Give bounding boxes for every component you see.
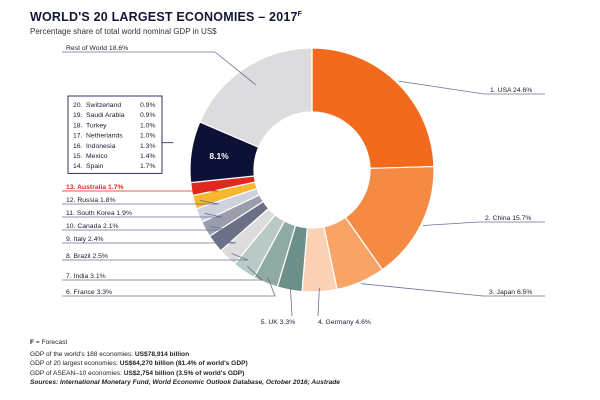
leader-line-canada	[62, 226, 229, 231]
group-item-value-mexico: 1.4%	[140, 153, 156, 160]
leader-line-south-korea	[62, 212, 223, 218]
group-item-rank-netherlands: 17.	[73, 133, 83, 140]
group-item-name-spain: Spain	[86, 163, 104, 170]
group-item-value-netherlands: 1.0%	[140, 133, 156, 140]
leader-line-brazil	[62, 253, 249, 261]
slice-label-china: 2. China 15.7%	[485, 215, 531, 222]
group-item-rank-turkey: 18.	[73, 122, 83, 129]
group-item-value-saudi-arabia: 0.9%	[140, 112, 156, 119]
group-item-rank-switzerland: 20.	[73, 102, 83, 109]
leader-line-australia	[62, 187, 219, 192]
asean-gdp-note: GDP of ASEAN–10 economies: US$2,754 bill…	[30, 369, 245, 377]
group-item-name-saudi-arabia: Saudi Arabia	[86, 112, 125, 119]
donut-slice-china	[344, 165, 435, 271]
slice-label-germany: 4. Germany 4.6%	[318, 319, 371, 326]
slice-label-russia: 12. Russia 1.8%	[66, 197, 116, 204]
leader-line-italy	[62, 239, 237, 244]
leader-line-rest-of-world	[62, 51, 257, 86]
leader-line-usa	[398, 80, 545, 95]
group-item-name-indonesia: Indonesia	[86, 143, 116, 150]
group-legend-box	[67, 95, 163, 174]
group-item-value-switzerland: 0.9%	[140, 102, 156, 109]
slice-label-brazil: 8. Brazil 2.5%	[66, 253, 108, 260]
slice-label-rest-of-world: Rest of World 18.6%	[66, 45, 128, 52]
top20-gdp-note: GDP of 20 largest economies: US$64,270 b…	[30, 360, 248, 368]
leader-line-india	[62, 265, 264, 281]
chart-subtitle: Percentage share of total world nominal …	[30, 27, 217, 36]
slice-label-france: 6. France 3.3%	[66, 289, 112, 296]
group-item-name-turkey: Turkey	[86, 122, 107, 129]
leader-line-japan	[361, 283, 545, 297]
leader-line-france	[62, 277, 276, 297]
group-item-value-spain: 1.7%	[140, 163, 156, 170]
slice-label-usa: 1. USA 24.6%	[490, 87, 532, 94]
chart-title: WORLD'S 20 LARGEST ECONOMIES – 2017F	[30, 10, 303, 24]
donut-slice-rest-of-world	[199, 47, 313, 148]
sources-note: Sources: International Monetary Fund, Wo…	[30, 378, 340, 386]
slice-label-uk: 5. UK 3.3%	[261, 319, 295, 326]
group-slice-value-label: 8.1%	[209, 151, 229, 161]
group-item-value-turkey: 1.0%	[140, 122, 156, 129]
group-item-name-switzerland: Switzerland	[86, 102, 121, 109]
footer-notes: F = Forecast GDP of the world's 188 econ…	[30, 338, 340, 387]
slice-label-australia: 13. Australia 1.7%	[66, 184, 124, 191]
group-item-name-netherlands: Netherlands	[86, 133, 123, 140]
leader-line-uk	[289, 285, 293, 317]
leader-line-china	[422, 221, 545, 226]
slice-label-india: 7. India 3.1%	[66, 273, 106, 280]
leader-line-russia	[62, 200, 220, 205]
slice-label-south-korea: 11. South Korea 1.9%	[66, 210, 132, 217]
group-item-rank-saudi-arabia: 19.	[73, 112, 83, 119]
slice-label-italy: 9. Italy 2.4%	[66, 236, 103, 243]
group-item-name-mexico: Mexico	[86, 153, 108, 160]
slice-label-canada: 10. Canada 2.1%	[66, 223, 119, 230]
forecast-note: F = Forecast	[30, 339, 68, 346]
group-item-value-indonesia: 1.3%	[140, 143, 156, 150]
group-item-rank-indonesia: 16.	[73, 143, 83, 150]
group-item-rank-spain: 14.	[73, 163, 83, 170]
slice-label-japan: 3. Japan 6.5%	[489, 289, 532, 296]
group-item-rank-mexico: 15.	[73, 153, 83, 160]
leader-line-germany	[317, 287, 320, 317]
world-gdp-note: GDP of the world's 188 economies: US$78,…	[30, 351, 190, 359]
donut-slice-usa	[311, 47, 435, 169]
